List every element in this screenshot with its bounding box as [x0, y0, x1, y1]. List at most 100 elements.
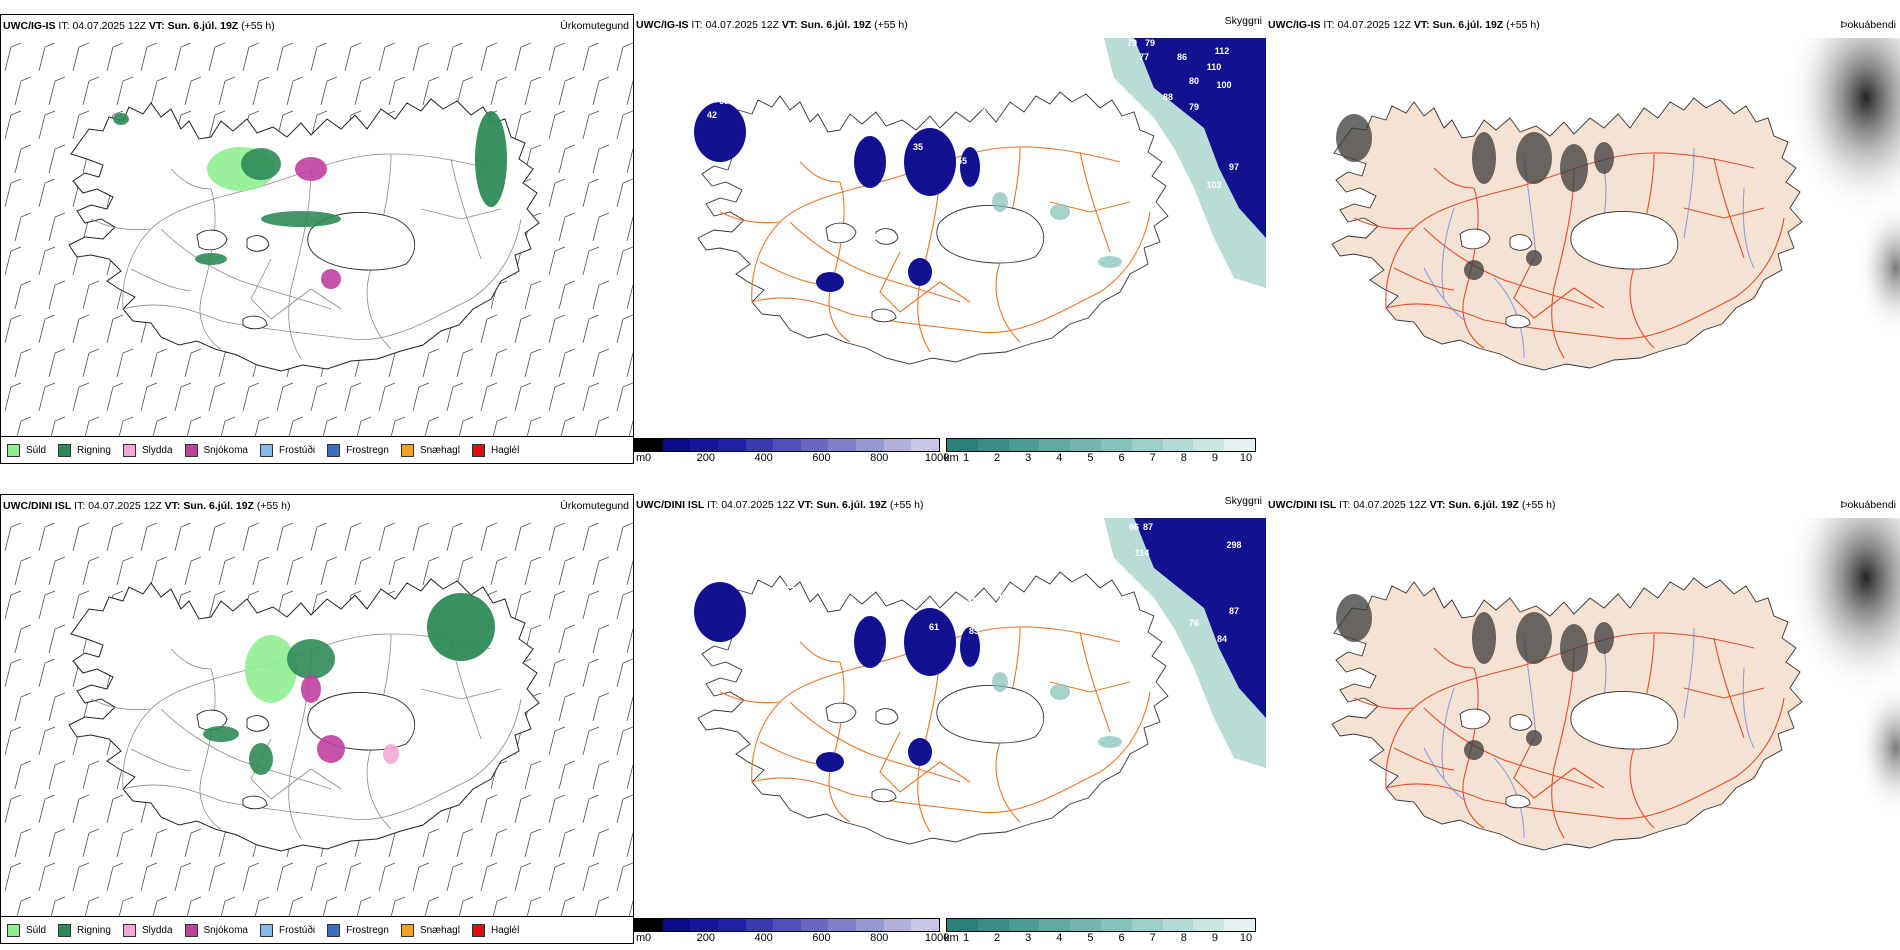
colorbar-segment [977, 919, 1009, 931]
cloud-base-number: 48 [967, 596, 977, 606]
vt-label: VT: [1413, 19, 1430, 31]
legend-swatch [327, 923, 341, 937]
tick-label: 1000 [924, 932, 950, 944]
wind-barb [514, 794, 532, 824]
wind-barb [14, 828, 32, 858]
wind-barb [140, 862, 158, 892]
tick-label: 5 [1087, 452, 1094, 464]
wind-barb [48, 760, 66, 790]
lead-time: (+55 h) [241, 20, 275, 32]
fog-panel-row1: UWC/IG-IS IT: 04.07.2025 12Z VT: Sun. 6.… [1266, 14, 1900, 464]
road-line [759, 261, 821, 285]
cloud-scale-unit: m [636, 452, 646, 464]
tick-label: 7 [1149, 932, 1156, 944]
wind-barb [4, 590, 22, 620]
colorbar-segment [745, 919, 774, 931]
wind-barb [514, 110, 532, 140]
wind-barb [252, 76, 270, 106]
iceland-group [694, 91, 1169, 365]
legend-label: Haglél [490, 924, 520, 936]
low-visibility-patch [992, 672, 1008, 692]
wind-barb [14, 280, 32, 310]
wind-barb [560, 416, 576, 437]
visibility-scale-ticks: 1 2 3 4 5 6 7 8 9 10 [963, 932, 1252, 946]
wind-barb [492, 416, 508, 437]
wind-barb [524, 348, 542, 378]
wind-barb [558, 624, 576, 654]
legend-label: Súld [26, 924, 47, 936]
wind-barb [616, 382, 633, 412]
model-name: UWC/IG-IS [636, 19, 689, 31]
wind-barb [344, 862, 362, 892]
wind-barb [592, 692, 610, 722]
wind-barb [208, 522, 226, 552]
langjokull-outline [825, 222, 857, 244]
wind-barb [4, 314, 22, 344]
wind-barb [4, 110, 22, 140]
wind-barb [548, 658, 566, 688]
wind-barb [626, 148, 633, 174]
wind-barb [254, 416, 270, 437]
road-line [130, 268, 192, 292]
cloud-base-number: 43 [957, 618, 967, 628]
colorbar-segment [800, 919, 829, 931]
road-line [879, 731, 971, 793]
wind-barb [626, 80, 633, 106]
panel-title: Skyggni [1224, 15, 1262, 27]
iceland-group [1331, 97, 1803, 371]
wind-barb [14, 348, 32, 378]
road-line [130, 748, 192, 772]
colorbar-segment [947, 919, 978, 931]
wind-barb [322, 896, 338, 917]
wind-barb [38, 522, 56, 552]
low-cloud-area [1134, 518, 1266, 718]
wind-barb [514, 382, 532, 412]
wind-barb [254, 896, 270, 917]
tick-label: 1 [962, 452, 970, 464]
wind-barb [150, 556, 168, 586]
wind-barb [118, 896, 134, 917]
tick-label: 3 [1025, 452, 1032, 464]
road-line [420, 688, 502, 700]
snow-area [317, 735, 345, 763]
wind-barb [276, 382, 294, 412]
wind-barb [480, 794, 498, 824]
wind-barb [72, 42, 90, 72]
wind-barb [82, 760, 100, 790]
cloud-base-number: 88 [1163, 92, 1173, 102]
road-line [759, 741, 821, 765]
wind-barb [446, 522, 464, 552]
wind-barb [48, 212, 66, 242]
tick-label: 1000 [924, 452, 950, 464]
wind-barb [38, 658, 56, 688]
lead-time: (+55 h) [1521, 499, 1556, 511]
colorbar-segment [1162, 439, 1194, 451]
wind-barb [626, 764, 633, 790]
vt-value: Sun. 6.júl. 19Z [1448, 499, 1519, 511]
road-line [1462, 187, 1485, 349]
wind-barb [4, 42, 22, 72]
vt-label: VT: [148, 20, 165, 32]
colorbar-segment [856, 439, 884, 451]
road-line [90, 218, 152, 231]
legend-swatch [471, 923, 485, 937]
fog-index-patch [1594, 142, 1614, 174]
fog-header: UWC/IG-IS IT: 04.07.2025 12Z VT: Sun. 6.… [1266, 14, 1900, 36]
wind-barb [208, 590, 226, 620]
colorbar-segment [1070, 439, 1101, 451]
iceland-coastline [68, 98, 540, 372]
legend-item: Haglél [471, 443, 519, 457]
road-line [1551, 167, 1575, 359]
wind-barb [456, 76, 474, 106]
low-cloud-patch [694, 102, 746, 162]
wind-barb [616, 522, 633, 552]
wind-barb [592, 348, 610, 378]
road-line [1385, 217, 1785, 340]
wind-barb [48, 144, 66, 174]
tick-label: 9 [1211, 452, 1218, 464]
wind-barb [582, 522, 600, 552]
legend-swatch [122, 443, 136, 457]
colorbar-segment [947, 439, 978, 451]
low-cloud-patch [854, 616, 886, 668]
river-line [1742, 667, 1755, 749]
